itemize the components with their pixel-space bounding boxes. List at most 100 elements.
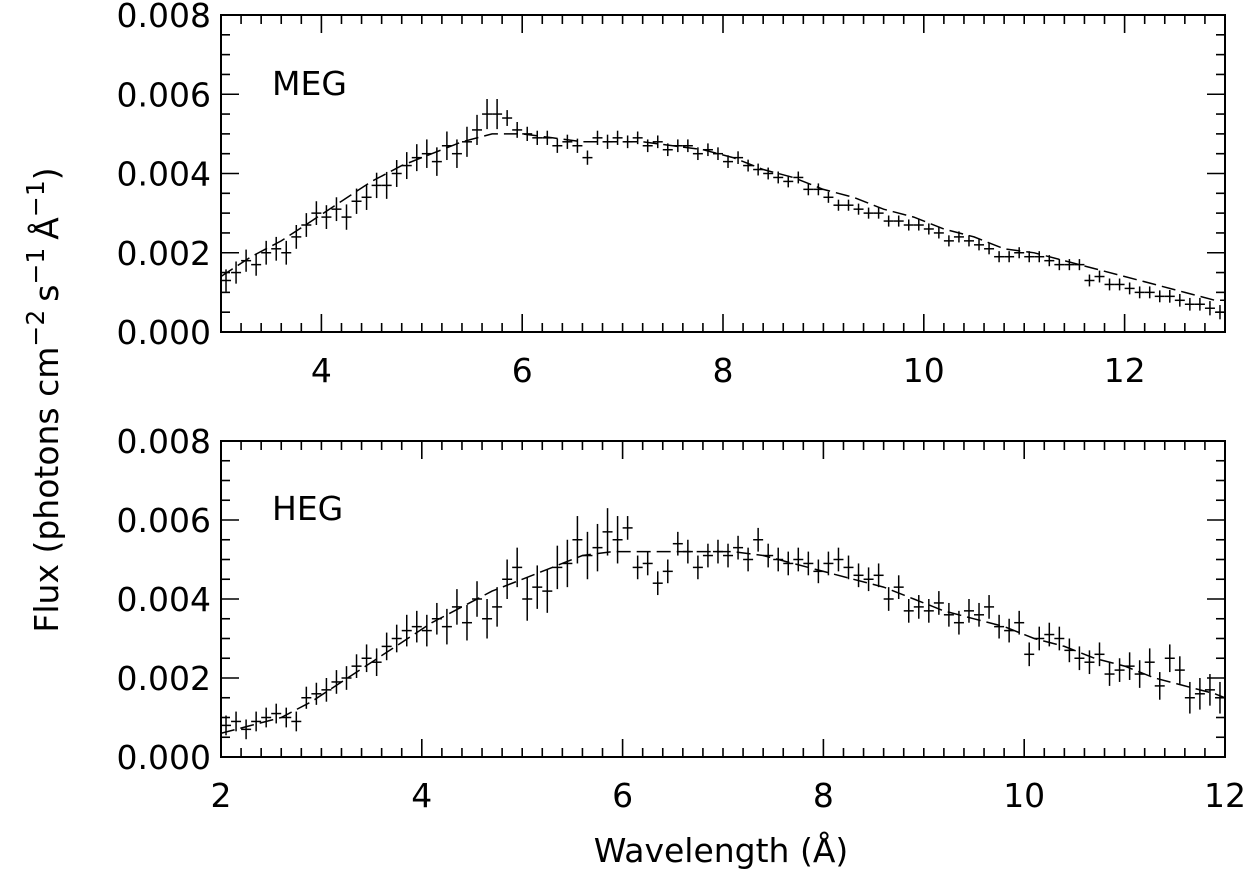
data-point xyxy=(371,172,382,199)
data-point xyxy=(381,171,392,199)
y-tick-label: 0.008 xyxy=(117,422,211,461)
data-point xyxy=(803,183,814,196)
data-point xyxy=(241,719,252,740)
data-point xyxy=(592,523,603,572)
data-point xyxy=(1154,290,1165,303)
data-point xyxy=(873,207,884,219)
y-tick-label: 0.006 xyxy=(117,501,211,540)
data-point xyxy=(763,167,774,180)
data-point xyxy=(833,199,844,211)
data-point xyxy=(974,602,985,627)
data-point xyxy=(1094,642,1105,667)
data-point xyxy=(271,236,282,261)
data-point xyxy=(461,604,472,641)
x-tick-label: 12 xyxy=(1204,776,1246,815)
data-point xyxy=(331,670,342,694)
data-point xyxy=(923,223,934,235)
data-point xyxy=(492,587,503,627)
data-point xyxy=(1174,656,1185,684)
data-point xyxy=(311,682,322,705)
data-point xyxy=(552,545,563,590)
data-point xyxy=(903,599,914,623)
data-point xyxy=(1184,681,1195,714)
data-point xyxy=(461,126,472,157)
data-point xyxy=(281,707,292,728)
data-point xyxy=(472,114,483,145)
data-point xyxy=(482,599,493,639)
y-axis-label-angstrom: Å xyxy=(26,217,66,240)
data-point xyxy=(371,648,382,677)
data-point xyxy=(642,139,653,153)
data-point xyxy=(512,121,523,138)
x-tick-label: 4 xyxy=(411,776,432,815)
data-point xyxy=(723,543,734,568)
data-point xyxy=(321,205,332,229)
data-point xyxy=(933,227,944,239)
data-point xyxy=(1174,293,1185,307)
data-point xyxy=(251,253,262,276)
data-point xyxy=(281,240,292,265)
data-point xyxy=(622,516,633,540)
data-point xyxy=(1024,251,1035,263)
data-point xyxy=(351,188,362,214)
data-point xyxy=(632,555,643,580)
data-point xyxy=(632,131,643,145)
data-point xyxy=(271,703,282,724)
data-point xyxy=(441,608,452,645)
data-point xyxy=(753,527,764,552)
model-line xyxy=(221,550,1225,735)
data-point xyxy=(421,614,432,647)
data-point xyxy=(743,547,754,572)
x-tick-label: 10 xyxy=(903,351,945,390)
data-point xyxy=(863,567,874,592)
data-point xyxy=(1184,297,1195,311)
data-point xyxy=(1204,674,1215,706)
data-point xyxy=(843,199,854,211)
data-point xyxy=(361,644,372,673)
data-point xyxy=(843,555,854,580)
data-point xyxy=(1124,282,1135,295)
data-point xyxy=(1164,289,1175,303)
data-point xyxy=(692,147,703,161)
data-point xyxy=(341,666,352,690)
data-point xyxy=(1084,650,1095,675)
data-point xyxy=(1144,286,1155,299)
data-point xyxy=(522,577,533,621)
data-point xyxy=(692,555,703,580)
data-point xyxy=(913,595,924,619)
data-point xyxy=(863,207,874,219)
data-point xyxy=(723,155,734,168)
panel-label: HEG xyxy=(272,489,343,528)
data-point xyxy=(582,150,593,165)
data-point xyxy=(1094,270,1105,283)
data-point xyxy=(1104,278,1115,291)
data-point xyxy=(873,563,884,588)
data-point xyxy=(783,551,794,576)
panel-meg: 4 6 8 10 12 0.000 0.002 0.004 0.006 0.008 MEG xyxy=(117,0,1226,390)
data-point xyxy=(652,135,663,149)
data-point xyxy=(331,197,342,222)
data-point xyxy=(612,130,623,145)
data-point xyxy=(1164,644,1175,673)
data-point xyxy=(1114,278,1125,291)
data-point xyxy=(1084,274,1095,287)
data-point xyxy=(823,551,834,576)
data-point xyxy=(984,595,995,619)
data-point xyxy=(391,160,402,187)
data-point xyxy=(1134,286,1145,299)
data-point xyxy=(532,130,543,145)
data-point xyxy=(1004,251,1015,263)
data-point xyxy=(963,599,974,623)
data-point xyxy=(502,559,513,599)
y-tick-label: 0.008 xyxy=(117,0,211,35)
data-point xyxy=(1034,251,1045,263)
data-point xyxy=(451,589,462,625)
data-point xyxy=(602,508,613,556)
data-point xyxy=(261,240,272,265)
data-point xyxy=(793,547,804,572)
data-point xyxy=(642,551,653,576)
data-point xyxy=(783,175,794,188)
data-point xyxy=(502,110,513,126)
data-point xyxy=(933,591,944,615)
